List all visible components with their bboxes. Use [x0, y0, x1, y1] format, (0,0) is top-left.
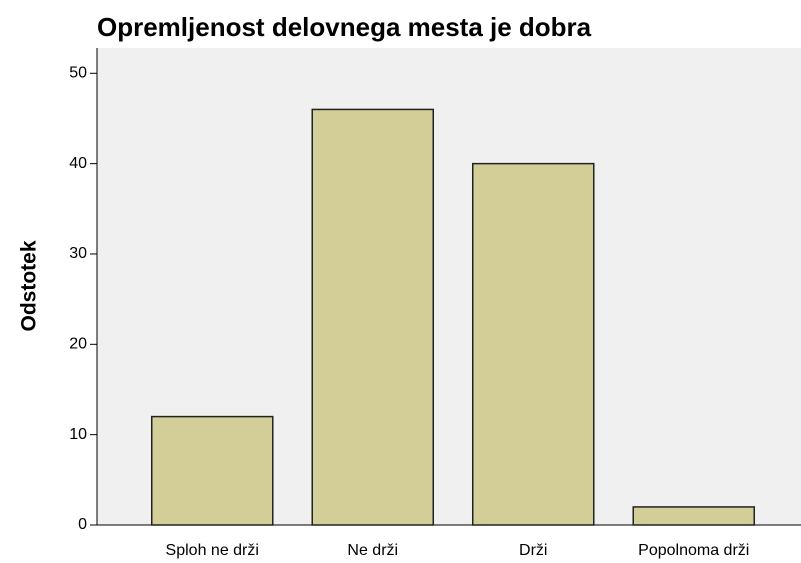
x-tick-label: Ne drži — [347, 542, 398, 559]
x-tick-label: Drži — [519, 542, 547, 559]
bar — [150, 415, 274, 526]
x-tick-label: Popolnoma drži — [638, 542, 749, 559]
y-tick-label: 10 — [69, 426, 87, 443]
y-tick-label: 30 — [69, 245, 87, 262]
y-axis-label: Odstotek — [18, 240, 41, 331]
y-tick-label: 20 — [69, 336, 87, 353]
y-tick-label: 40 — [69, 155, 87, 172]
y-tick-label: 0 — [78, 516, 87, 533]
x-tick-label: Sploh ne drži — [166, 542, 259, 559]
bar — [632, 506, 756, 526]
bar — [471, 162, 595, 526]
chart-title: Opremljenost delovnega mesta je dobra — [97, 12, 592, 42]
bar — [311, 108, 435, 526]
y-tick-label: 50 — [69, 65, 87, 82]
